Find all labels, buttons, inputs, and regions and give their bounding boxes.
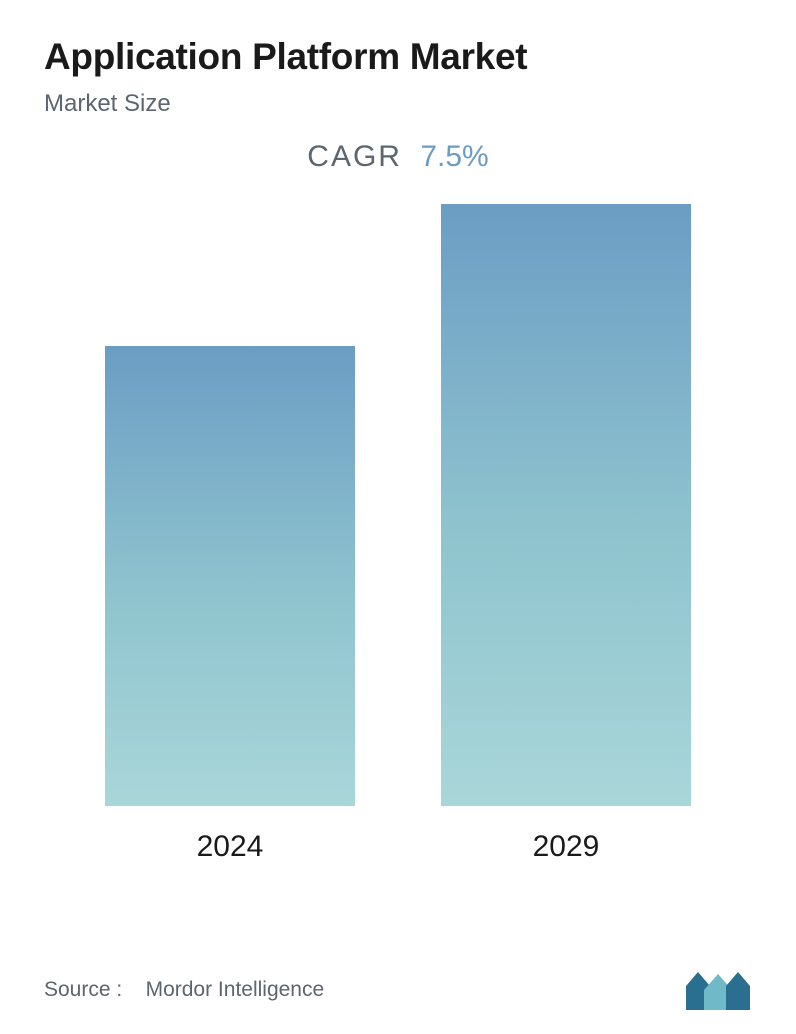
- bar-group-2029: 2029: [441, 204, 691, 864]
- source-label: Source :: [44, 978, 122, 1001]
- bar-label-2029: 2029: [533, 830, 600, 864]
- chart-title: Application Platform Market: [44, 36, 752, 78]
- chart-container: Application Platform Market Market Size …: [0, 0, 796, 1034]
- chart-footer: Source : Mordor Intelligence: [44, 968, 752, 1012]
- cagr-value: 7.5%: [420, 140, 488, 173]
- source-name: Mordor Intelligence: [146, 978, 325, 1001]
- bar-2024: [105, 346, 355, 806]
- bar-label-2024: 2024: [197, 830, 264, 864]
- cagr-label: CAGR: [307, 140, 402, 173]
- chart-subtitle: Market Size: [44, 90, 752, 118]
- bar-group-2024: 2024: [105, 204, 355, 864]
- brand-logo-icon: [684, 968, 752, 1012]
- cagr-line: CAGR 7.5%: [44, 140, 752, 174]
- bar-2029: [441, 204, 691, 806]
- chart-plot-area: 2024 2029: [44, 204, 752, 864]
- source-text: Source : Mordor Intelligence: [44, 978, 324, 1002]
